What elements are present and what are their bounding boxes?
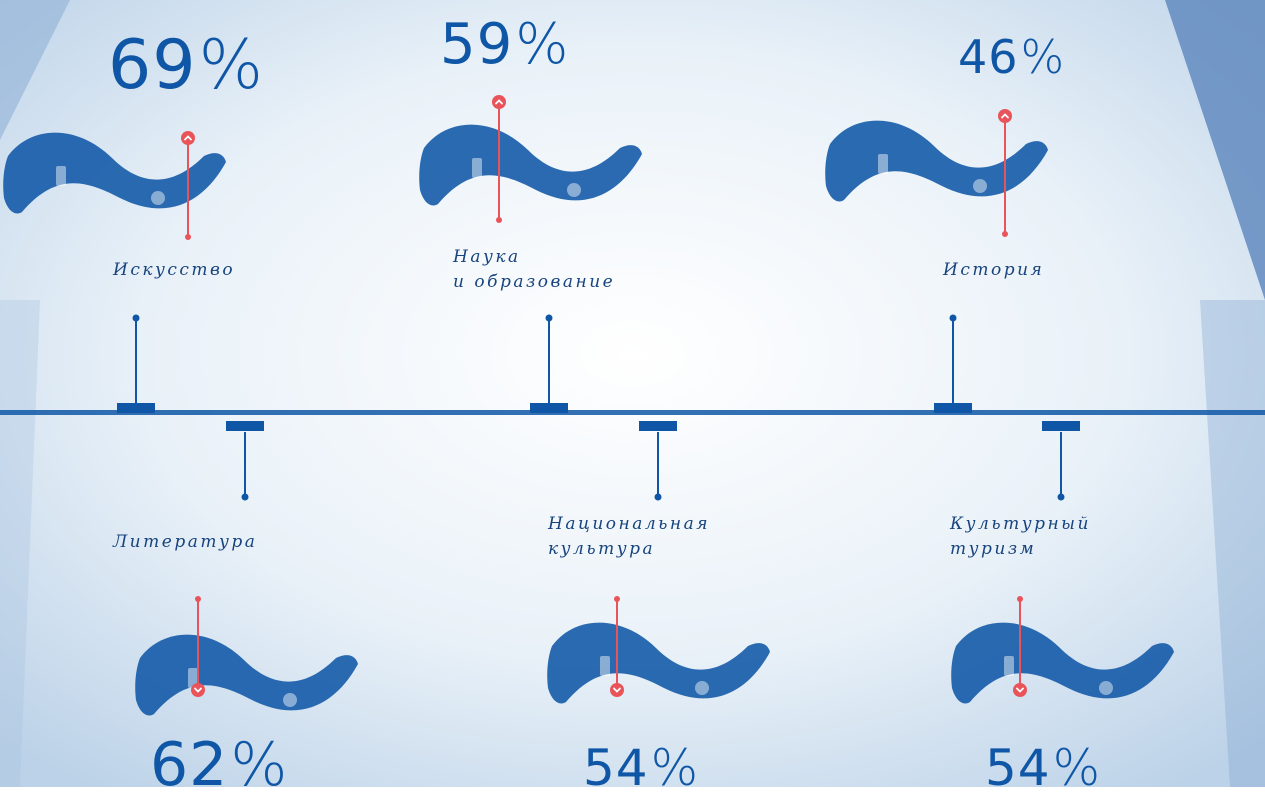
- value-unit: %: [650, 739, 700, 797]
- wave-shape: [951, 622, 1174, 704]
- connector-cap: [934, 403, 972, 413]
- category-6: [951, 421, 1174, 704]
- wave-mark: [547, 622, 770, 704]
- value-number: 46: [958, 30, 1019, 85]
- wave-accent: [151, 191, 165, 205]
- value-label: 59%: [440, 17, 569, 73]
- wave-accent: [600, 656, 610, 676]
- wave-accent: [283, 693, 297, 707]
- value-unit: %: [515, 12, 570, 78]
- value-unit: %: [1052, 739, 1102, 797]
- wave-shape: [3, 132, 226, 214]
- pin-head: [998, 109, 1012, 123]
- category-label: Культурный туризм: [950, 514, 1091, 559]
- pin-chevron: [1001, 113, 1009, 119]
- wave-shape: [419, 124, 642, 206]
- pin-dot: [1017, 596, 1023, 602]
- wave-accent: [188, 668, 198, 688]
- wave-accent: [567, 183, 581, 197]
- category-label: История: [943, 260, 1045, 280]
- value-number: 54: [583, 739, 649, 797]
- connector-cap: [530, 403, 568, 413]
- connector-cap: [1042, 421, 1080, 431]
- category-4: [547, 421, 770, 704]
- category-3: [419, 95, 642, 413]
- value-number: 59: [440, 12, 514, 78]
- pin-head: [492, 95, 506, 109]
- value-label: 54%: [985, 743, 1101, 793]
- pin-dot: [614, 596, 620, 602]
- connector-cap: [117, 403, 155, 413]
- pin-chevron: [613, 687, 621, 693]
- value-unit: %: [1020, 30, 1066, 85]
- pin-chevron: [184, 135, 192, 141]
- value-number: 62: [150, 729, 229, 800]
- category-label: Национальная культура: [548, 514, 711, 559]
- connector-dot: [241, 493, 249, 501]
- pin-dot: [496, 217, 502, 223]
- wave-mark: [3, 132, 226, 214]
- category-label: Искусство: [113, 260, 236, 280]
- value-label: 69%: [108, 32, 264, 100]
- pin-head: [191, 683, 205, 697]
- wave-shape: [825, 120, 1048, 202]
- wave-mark: [951, 622, 1174, 704]
- value-unit: %: [198, 26, 265, 106]
- timeline-axis: [0, 410, 1265, 415]
- connector-cap: [226, 421, 264, 431]
- wave-mark: [825, 120, 1048, 202]
- connector-dot: [654, 493, 662, 501]
- wave-accent: [973, 179, 987, 193]
- wave-accent: [472, 158, 482, 178]
- category-label: Литература: [113, 532, 258, 552]
- wave-accent: [695, 681, 709, 695]
- category-1: [3, 131, 226, 413]
- category-label: Наука и образование: [453, 247, 616, 292]
- category-5: [825, 109, 1048, 413]
- connector-cap: [639, 421, 677, 431]
- connector-dot: [545, 314, 553, 322]
- pin-head: [1013, 683, 1027, 697]
- pin-dot: [195, 596, 201, 602]
- wave-shape: [135, 634, 358, 716]
- pin-head: [610, 683, 624, 697]
- wave-accent: [1099, 681, 1113, 695]
- connector-dot: [1057, 493, 1065, 501]
- value-unit: %: [230, 729, 289, 800]
- wave-mark: [135, 634, 358, 716]
- value-number: 54: [985, 739, 1051, 797]
- connector-dot: [132, 314, 140, 322]
- pin-dot: [185, 234, 191, 240]
- wave-accent: [878, 154, 888, 174]
- value-label: 46%: [958, 34, 1065, 80]
- pin-chevron: [194, 687, 202, 693]
- wave-mark: [419, 124, 642, 206]
- value-number: 69: [108, 26, 197, 106]
- pin-chevron: [1016, 687, 1024, 693]
- pin-head: [181, 131, 195, 145]
- value-label: 54%: [583, 743, 699, 793]
- pin-chevron: [495, 99, 503, 105]
- wave-accent: [56, 166, 66, 186]
- connector-dot: [949, 314, 957, 322]
- category-2: [135, 421, 358, 716]
- wave-shape: [547, 622, 770, 704]
- value-label: 62%: [150, 735, 288, 795]
- wave-accent: [1004, 656, 1014, 676]
- pin-dot: [1002, 231, 1008, 237]
